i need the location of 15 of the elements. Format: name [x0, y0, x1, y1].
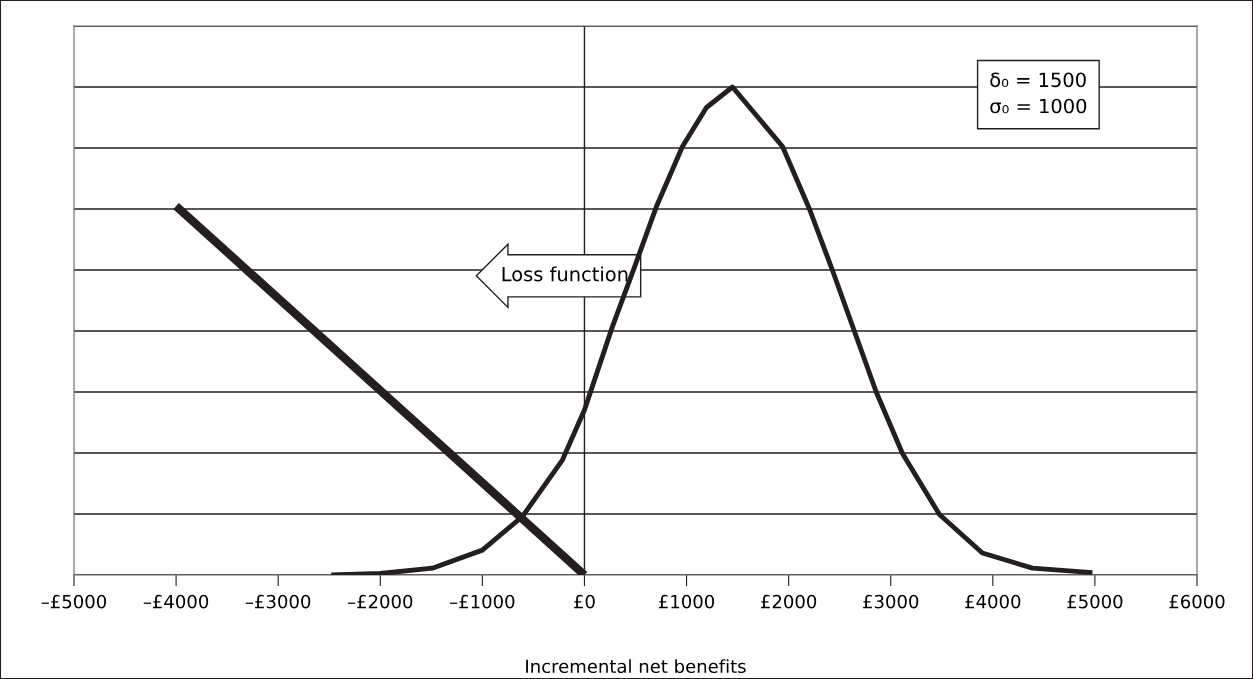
x-tick-label: –£4000: [143, 594, 209, 609]
x-tick-label: £2000: [761, 594, 817, 609]
x-tick-label: £1000: [658, 594, 715, 609]
x-tick-label: £4000: [965, 594, 1021, 609]
annotation: δ₀ = 1500 σ₀ = 1000: [990, 72, 1087, 114]
x-tick-label: £5000: [1067, 594, 1123, 609]
x-tick-label: £3000: [863, 594, 919, 609]
x-axis-title: Incremental net benefits: [526, 659, 746, 674]
x-tick-label: –£2000: [347, 594, 413, 609]
x-tick-label: –£5000: [41, 594, 107, 609]
annotation: Loss function: [502, 266, 628, 282]
x-tick-label: £0: [574, 594, 595, 609]
x-tick-label: –£1000: [450, 594, 515, 609]
x-tick-label: £6000: [1169, 594, 1225, 609]
x-tick-label: –£3000: [245, 594, 311, 609]
